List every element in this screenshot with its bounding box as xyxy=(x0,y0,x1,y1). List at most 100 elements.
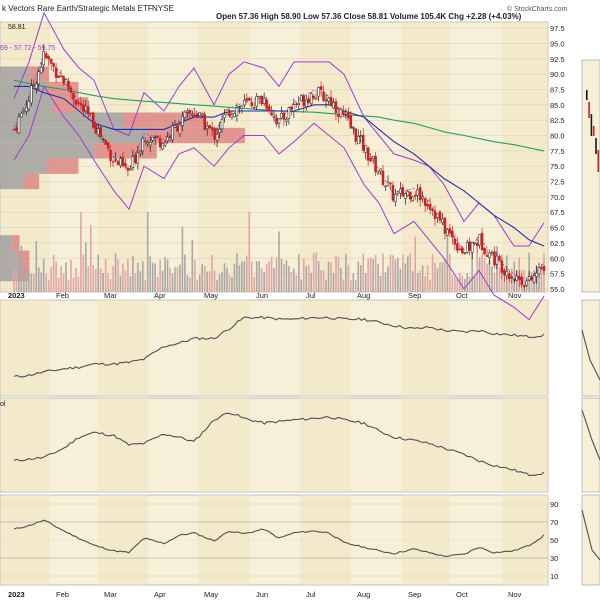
candle-body xyxy=(186,110,189,113)
x-month-label: Oct xyxy=(456,590,469,599)
volume-bar xyxy=(327,261,330,292)
volume-bar xyxy=(112,266,114,292)
candle-body xyxy=(292,104,296,112)
volume-bar xyxy=(283,264,285,292)
volume-bar xyxy=(298,253,300,292)
price-tag: 58.81 xyxy=(8,24,26,31)
volume-bar xyxy=(20,245,23,292)
candle-body xyxy=(530,277,533,281)
candle-body xyxy=(255,96,258,107)
volume-bar xyxy=(85,242,87,292)
candle-body xyxy=(82,104,85,112)
candle-body xyxy=(205,125,209,129)
volume-bar xyxy=(382,253,384,292)
volume-bar xyxy=(154,263,156,292)
second-chart-fragment xyxy=(581,59,600,586)
volume-bar xyxy=(144,279,147,292)
volume-bar xyxy=(278,231,280,292)
volume-bar xyxy=(466,273,469,292)
candle-body xyxy=(485,255,489,257)
volume-bar xyxy=(406,256,409,292)
candle-body xyxy=(436,213,439,218)
volume-bar xyxy=(483,258,486,292)
volume-bar xyxy=(132,255,134,292)
volume-bar xyxy=(523,270,525,292)
candle-body xyxy=(153,136,157,139)
candle-body xyxy=(89,112,93,114)
volume-bar xyxy=(302,258,305,292)
volume-bar xyxy=(540,266,543,292)
fragment-candle xyxy=(597,150,600,172)
candle-body xyxy=(15,127,18,131)
candle-body xyxy=(146,142,149,145)
rsi-tick-label: 90 xyxy=(550,500,558,509)
fragment-candle xyxy=(586,90,588,100)
candle-body xyxy=(404,193,407,199)
volume-bar xyxy=(300,279,303,292)
volume-bar xyxy=(122,263,124,292)
x-month-label: Mar xyxy=(104,291,117,300)
rsi-tick-label: 50 xyxy=(550,536,558,545)
month-band xyxy=(198,22,250,292)
candle-body xyxy=(96,128,100,136)
volume-bar xyxy=(374,255,377,292)
volume-bar xyxy=(354,279,357,292)
y-tick-label: 92.5 xyxy=(550,55,565,64)
volume-bar xyxy=(65,262,67,292)
candle-body xyxy=(396,191,400,194)
volume-bar xyxy=(75,267,77,292)
candle-body xyxy=(329,96,333,107)
volume-bar xyxy=(216,279,218,292)
volume-bar xyxy=(364,273,367,292)
candle-body xyxy=(213,128,216,140)
candle-body xyxy=(99,126,102,138)
candle-body xyxy=(129,168,132,171)
candle-body xyxy=(181,115,184,126)
volume-bar xyxy=(258,261,260,292)
volume-bar xyxy=(82,254,85,292)
volume-bar xyxy=(473,275,476,292)
volume-bar xyxy=(52,254,55,292)
candle-body xyxy=(158,137,162,148)
volume-bar xyxy=(164,257,166,292)
volume-bar xyxy=(176,267,179,292)
candle-body xyxy=(480,232,484,251)
volume-bar xyxy=(97,254,100,292)
volume-bar xyxy=(268,261,270,292)
volume-bar xyxy=(421,265,424,292)
x-month-label: Mar xyxy=(104,590,117,599)
volume-bar xyxy=(231,277,233,292)
candle-body xyxy=(446,229,449,236)
candle-body xyxy=(20,113,23,118)
candle-body xyxy=(39,66,43,74)
volume-bar xyxy=(139,271,142,292)
candle-body xyxy=(493,251,496,266)
candle-body xyxy=(475,243,479,247)
volume-bar xyxy=(169,267,171,292)
candle-body xyxy=(515,275,519,281)
y-tick-label: 65.0 xyxy=(550,224,565,233)
candle-body xyxy=(27,101,31,110)
volume-bar xyxy=(226,267,228,292)
volume-bar xyxy=(104,259,107,292)
volume-bar xyxy=(384,272,387,292)
volume-bar xyxy=(30,273,33,292)
candle-body xyxy=(391,185,395,201)
volume-bar xyxy=(481,252,483,292)
volume-bar xyxy=(394,259,397,292)
candle-body xyxy=(282,112,286,120)
volume-bar xyxy=(201,264,204,292)
volume-bar xyxy=(293,268,295,292)
candle-body xyxy=(309,93,313,105)
panel-background xyxy=(581,59,600,293)
candle-body xyxy=(500,260,504,273)
volume-bar xyxy=(238,265,241,292)
volume-bar xyxy=(166,259,169,292)
candle-body xyxy=(458,248,462,251)
volume-bar xyxy=(397,257,399,292)
candle-body xyxy=(304,99,308,108)
candle-body xyxy=(421,196,424,200)
candle-body xyxy=(203,114,206,130)
volume-bar xyxy=(203,266,206,292)
candle-body xyxy=(448,228,452,234)
